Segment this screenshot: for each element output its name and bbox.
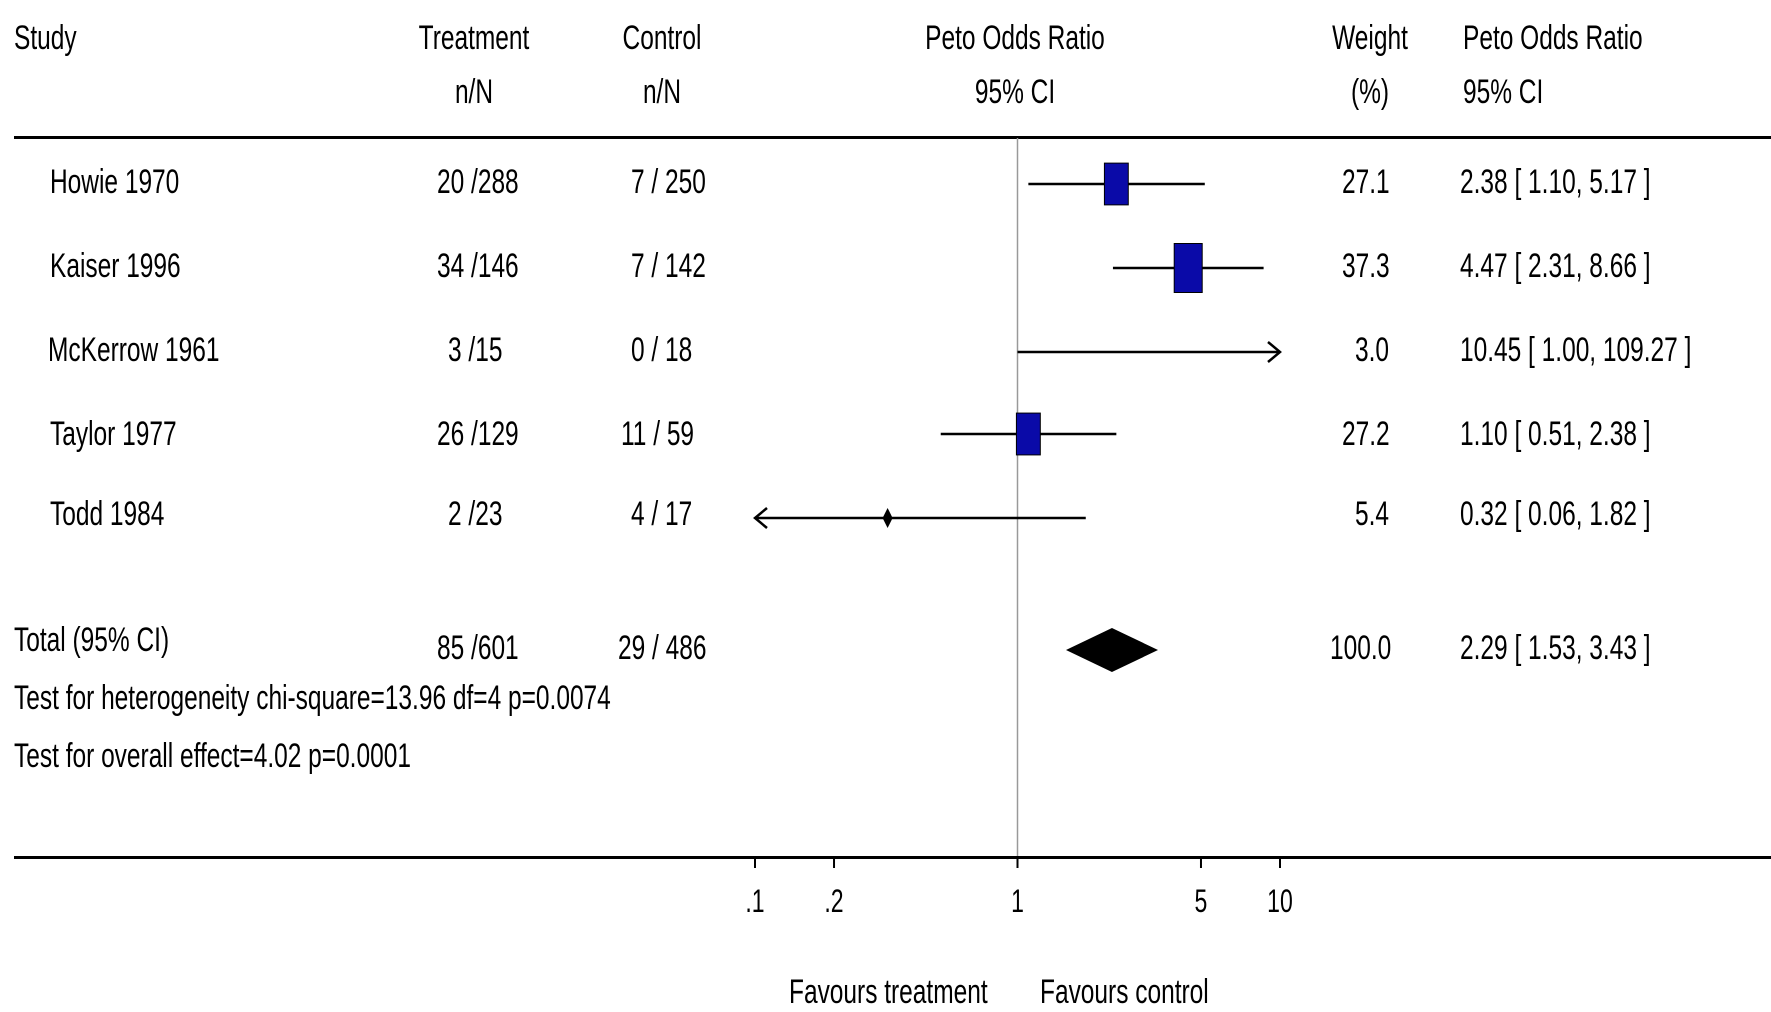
- col-header-study: Study: [14, 19, 77, 57]
- col-header-plot: Peto Odds Ratio: [925, 19, 1105, 57]
- treatment-count: 26 /129: [437, 415, 519, 453]
- axis-tick-label: 1: [1011, 883, 1024, 919]
- weight-value: 100.0: [1330, 629, 1392, 667]
- heterogeneity-test: Test for heterogeneity chi-square=13.96 …: [14, 679, 611, 717]
- favours-treatment-label: Favours treatment: [789, 973, 988, 1011]
- favours-control-label: Favours control: [1040, 973, 1209, 1011]
- treatment-count: 2 /23: [448, 495, 503, 533]
- control-count: 4 / 17: [631, 495, 693, 533]
- col-header-or-sub: 95% CI: [1463, 73, 1544, 111]
- odds-ratio-text: 4.47 [ 2.31, 8.66 ]: [1460, 247, 1651, 285]
- study-name: McKerrow 1961: [48, 331, 220, 369]
- study-name: Todd 1984: [50, 495, 165, 533]
- weight-value: 5.4: [1355, 495, 1390, 533]
- study-marker: [1015, 412, 1041, 456]
- study-marker: [882, 508, 893, 528]
- odds-ratio-text: 2.29 [ 1.53, 3.43 ]: [1460, 629, 1651, 667]
- odds-ratio-text: 2.38 [ 1.10, 5.17 ]: [1460, 163, 1651, 201]
- col-header-control-sub: n/N: [642, 73, 682, 111]
- study-name: Total (95% CI): [14, 621, 170, 659]
- treatment-count: 85 /601: [437, 629, 519, 667]
- odds-ratio-text: 10.45 [ 1.00, 109.27 ]: [1460, 331, 1692, 369]
- odds-ratio-text: 1.10 [ 0.51, 2.38 ]: [1460, 415, 1651, 453]
- axis-rule: [14, 856, 1771, 859]
- col-header-treatment-sub: n/N: [454, 73, 494, 111]
- weight-value: 37.3: [1342, 247, 1390, 285]
- col-header-weight: Weight: [1332, 19, 1408, 57]
- control-count: 11 / 59: [621, 415, 695, 453]
- overall-effect-test: Test for overall effect=4.02 p=0.0001: [14, 737, 411, 775]
- control-count: 0 / 18: [631, 331, 693, 369]
- weight-value: 3.0: [1355, 331, 1390, 369]
- weight-value: 27.2: [1342, 415, 1390, 453]
- control-count: 7 / 250: [631, 163, 706, 201]
- weight-value: 27.1: [1342, 163, 1390, 201]
- control-count: 29 / 486: [618, 629, 707, 667]
- treatment-count: 3 /15: [448, 331, 503, 369]
- pooled-diamond: [1065, 628, 1159, 672]
- col-header-treatment: Treatment: [418, 19, 530, 57]
- col-header-weight-sub: (%): [1350, 73, 1390, 111]
- col-header-plot-sub: 95% CI: [974, 73, 1056, 111]
- study-marker: [1103, 162, 1129, 206]
- study-name: Howie 1970: [50, 163, 180, 201]
- treatment-count: 34 /146: [437, 247, 519, 285]
- axis-tick-label: 5: [1195, 883, 1208, 919]
- axis-tick-label: 10: [1267, 883, 1293, 919]
- study-name: Kaiser 1996: [50, 247, 181, 285]
- col-header-or: Peto Odds Ratio: [1463, 19, 1643, 57]
- col-header-control: Control: [622, 19, 702, 57]
- ci-arrow-right: [1267, 341, 1282, 363]
- axis-tick-label: .2: [824, 883, 843, 919]
- ci-arrow-left: [753, 507, 768, 529]
- treatment-count: 20 /288: [437, 163, 519, 201]
- study-name: Taylor 1977: [50, 415, 177, 453]
- study-marker: [1173, 243, 1203, 293]
- control-count: 7 / 142: [631, 247, 706, 285]
- odds-ratio-text: 0.32 [ 0.06, 1.82 ]: [1460, 495, 1651, 533]
- header-rule: [14, 136, 1771, 139]
- axis-tick-label: .1: [745, 883, 764, 919]
